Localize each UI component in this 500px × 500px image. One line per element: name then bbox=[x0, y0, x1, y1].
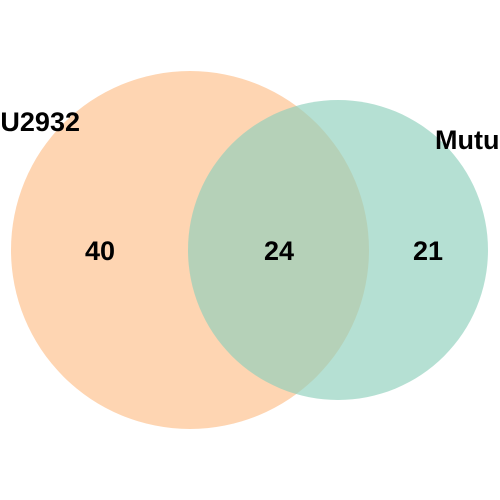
intersection-count: 24 bbox=[264, 236, 294, 266]
set-a-label: U2932 bbox=[0, 107, 80, 137]
set-b-only-count: 21 bbox=[413, 236, 443, 266]
set-a-only-count: 40 bbox=[85, 236, 115, 266]
set-b-circle bbox=[188, 100, 488, 400]
set-b-label: Mutu bbox=[435, 125, 499, 155]
